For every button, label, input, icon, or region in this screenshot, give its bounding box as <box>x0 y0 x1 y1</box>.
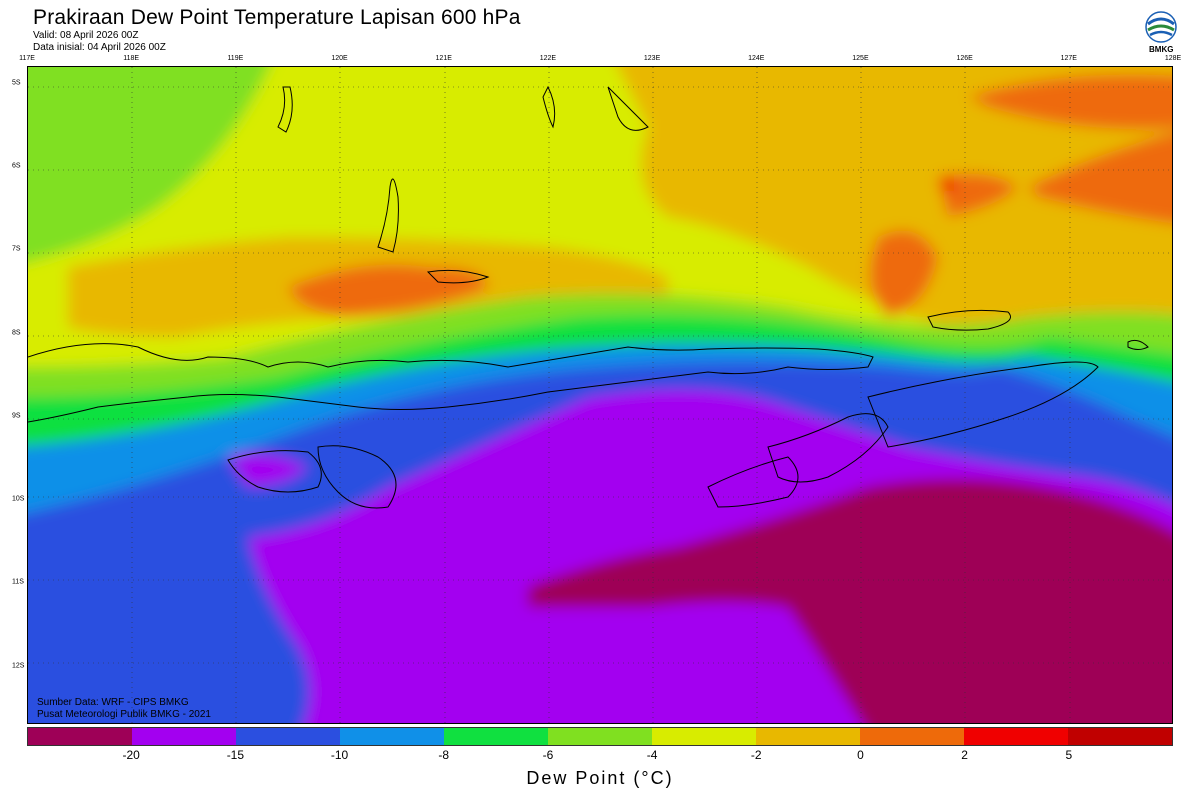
colorbar-segment <box>1068 728 1172 745</box>
colorbar-segment <box>28 728 132 745</box>
lat-label: 11S <box>12 578 24 586</box>
lat-label: 5S <box>12 79 21 87</box>
lon-label: 127E <box>1060 55 1077 62</box>
organization-credit: Pusat Meteorologi Publik BMKG - 2021 <box>37 709 211 720</box>
dew-point-map[interactable] <box>27 66 1173 724</box>
colorbar-tick-label: -6 <box>542 748 554 762</box>
lon-label: 124E <box>748 55 765 62</box>
colorbar-tick-label: -20 <box>122 748 140 762</box>
lon-label: 125E <box>852 55 869 62</box>
coastlines <box>28 85 1149 509</box>
lat-label: 8S <box>12 329 21 337</box>
lon-label: 123E <box>643 55 661 62</box>
lat-label: 10S <box>12 495 25 503</box>
logo-label: BMKG <box>1149 45 1174 54</box>
colorbar-tick-label: -2 <box>750 748 762 762</box>
lon-label: 119E <box>227 55 244 62</box>
colorbar-segment <box>548 728 652 745</box>
valid-time: Valid: 08 April 2026 00Z <box>33 30 139 41</box>
lon-label: 120E <box>331 55 348 62</box>
colorbar-tick-label: 5 <box>1065 748 1073 762</box>
colorbar-segment <box>340 728 444 745</box>
colorbar-tick-label: -8 <box>438 748 450 762</box>
colorbar-segment <box>236 728 340 745</box>
map-title: Prakiraan Dew Point Temperature Lapisan … <box>33 6 521 29</box>
lat-label: 9S <box>12 412 21 420</box>
colorbar-tick-label: -4 <box>646 748 658 762</box>
lon-label: 128E <box>1164 55 1182 62</box>
lon-label: 121E <box>435 55 452 62</box>
lon-label: 126E <box>956 55 973 62</box>
colorbar-tick-label: -10 <box>330 748 349 762</box>
colorbar-tick-label: -15 <box>226 748 245 762</box>
data-source: Sumber Data: WRF - CIPS BMKG <box>37 697 189 708</box>
colorbar <box>27 727 1173 746</box>
colorbar-segment <box>444 728 548 745</box>
map-canvas <box>28 67 1172 723</box>
lon-label: 118E <box>123 55 140 62</box>
colorbar-tick-label: 2 <box>961 748 968 762</box>
bmkg-logo-icon <box>1145 11 1177 43</box>
colorbar-segment <box>860 728 964 745</box>
colorbar-tick-label: 0 <box>857 748 864 762</box>
init-time: Data inisial: 04 April 2026 00Z <box>33 42 166 53</box>
colorbar-segment <box>756 728 860 745</box>
colorbar-segment <box>132 728 236 745</box>
lat-label: 7S <box>12 245 21 253</box>
lat-label: 12S <box>12 662 25 670</box>
lon-label: 122E <box>539 55 557 62</box>
lon-label: 117E <box>19 55 35 62</box>
colorbar-segment <box>652 728 756 745</box>
map-gridlines <box>28 67 1172 723</box>
lat-label: 6S <box>12 162 21 170</box>
colorbar-segment <box>964 728 1068 745</box>
colorbar-title: Dew Point (°C) <box>526 768 674 788</box>
